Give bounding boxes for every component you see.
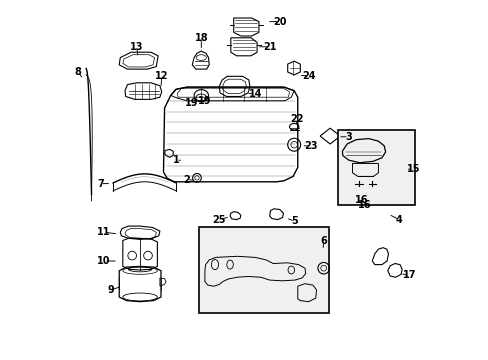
Text: 16: 16 (358, 200, 371, 210)
Text: 15: 15 (406, 164, 420, 174)
Text: 22: 22 (289, 114, 303, 124)
Text: 14: 14 (248, 89, 262, 99)
FancyBboxPatch shape (337, 130, 415, 205)
Text: 9: 9 (108, 285, 115, 295)
Text: 6: 6 (320, 236, 326, 246)
Text: 7: 7 (97, 179, 103, 189)
Text: 16: 16 (354, 195, 367, 205)
Text: 17: 17 (403, 270, 416, 280)
Text: 2: 2 (183, 175, 190, 185)
Text: 13: 13 (129, 42, 143, 52)
Text: 12: 12 (155, 71, 168, 81)
Text: 5: 5 (291, 216, 298, 226)
Text: 23: 23 (304, 141, 317, 151)
Text: 25: 25 (212, 215, 225, 225)
Text: 21: 21 (263, 42, 276, 52)
Text: 4: 4 (395, 215, 402, 225)
FancyBboxPatch shape (199, 227, 328, 313)
Text: 10: 10 (97, 256, 111, 266)
Text: 18: 18 (194, 33, 208, 43)
Text: 19: 19 (184, 98, 198, 108)
Text: 11: 11 (97, 227, 111, 237)
Text: 19: 19 (198, 96, 211, 106)
Text: 20: 20 (273, 17, 286, 27)
Text: 1: 1 (172, 155, 179, 165)
Text: 8: 8 (75, 67, 81, 77)
Text: 24: 24 (302, 71, 315, 81)
Text: 3: 3 (345, 132, 351, 142)
